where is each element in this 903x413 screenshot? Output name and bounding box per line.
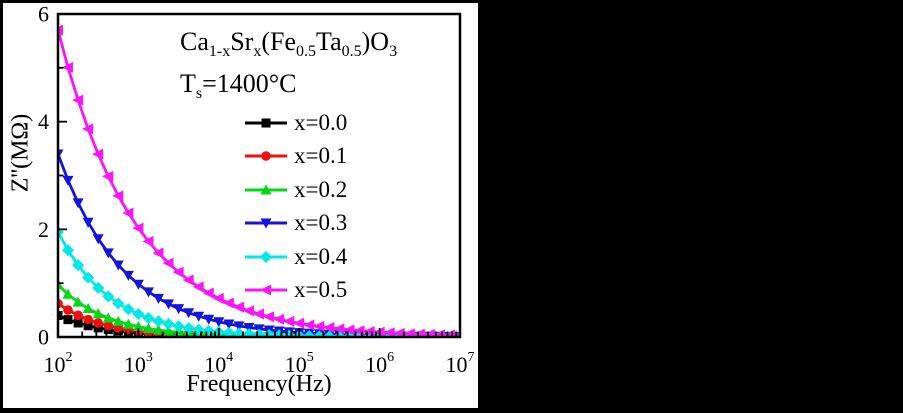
x-tick-label: 105: [285, 350, 314, 377]
legend-marker-shape: [260, 250, 272, 263]
x-tick-label: 104: [204, 350, 233, 377]
legend-marker-shape: [261, 151, 271, 162]
legend-marker-circle-icon: [245, 151, 287, 162]
legend-marker-shape: [261, 118, 271, 128]
chart-title-sintering-temp: Ts=1400°C: [180, 69, 297, 103]
legend: x=0.0 x=0.1 x=0.2 x=0.3 x=0.4 x=0.5: [245, 106, 347, 307]
y-axis-label: Z''(MΩ): [7, 113, 34, 193]
title-subscript: 3: [389, 43, 398, 61]
legend-item-x-0.1: x=0.1: [245, 140, 347, 174]
title-subscript: 0.5: [296, 43, 317, 61]
chart-title-formula: Ca1-xSrx(Fe0.5Ta0.5)O3: [180, 27, 398, 61]
legend-item-x-0.0: x=0.0: [245, 106, 347, 140]
legend-label: x=0.0: [294, 109, 348, 135]
x-axis-label: Frequency(Hz): [186, 371, 332, 397]
y-tick-label: 0: [38, 325, 49, 350]
series-x-0.5: [58, 24, 460, 337]
legend-marker-triangle-left-icon: [245, 284, 287, 296]
legend-item-x-0.3: x=0.3: [245, 207, 347, 241]
x-tick-label: 102: [44, 350, 73, 377]
y-tick-label: 2: [38, 217, 49, 242]
chart-panel: 102 103 104 105 106 107 0 2 4 6 Ca1-xSrx(Fe0.5Ta0…: [3, 3, 478, 408]
legend-label: x=0.1: [294, 143, 348, 169]
title-subscript: 0.5: [341, 43, 362, 61]
title-subscript: s: [195, 85, 203, 103]
title-subscript: x: [253, 43, 262, 61]
y-tick-label: 6: [38, 3, 49, 27]
title-text: T: [180, 69, 196, 98]
x-axis-ticks: [57, 328, 461, 337]
legend-marker-shape: [260, 184, 272, 195]
x-tick-label: 107: [446, 350, 475, 377]
legend-item-x-0.5: x=0.5: [245, 274, 347, 308]
legend-marker-shape: [260, 218, 272, 229]
title-subscript: 1-x: [208, 43, 231, 61]
impedance-plot: 102 103 104 105 106 107 0 2 4 6: [38, 3, 475, 377]
title-text: Ca: [180, 27, 209, 56]
legend-marker-shape: [260, 284, 271, 296]
legend-label: x=0.5: [294, 277, 348, 303]
title-text: (Fe: [261, 27, 297, 56]
y-axis-ticks: 0 2 4 6: [38, 3, 67, 350]
legend-item-x-0.4: x=0.4: [245, 240, 347, 274]
x-tick-label: 106: [365, 350, 394, 377]
legend-label: x=0.2: [294, 176, 348, 202]
legend-label: x=0.4: [294, 243, 348, 269]
legend-marker-square-icon: [245, 118, 287, 128]
title-text: =1400°C: [202, 69, 297, 98]
legend-marker-triangle-up-icon: [245, 184, 287, 195]
title-text: Ta: [316, 27, 342, 56]
legend-label: x=0.3: [294, 210, 348, 236]
title-text: )O: [361, 27, 390, 56]
x-tick-label: 103: [124, 350, 153, 377]
y-tick-label: 4: [38, 109, 49, 134]
legend-marker-triangle-down-icon: [245, 218, 287, 229]
legend-marker-diamond-icon: [245, 250, 287, 263]
title-text: Sr: [230, 27, 254, 56]
legend-item-x-0.2: x=0.2: [245, 173, 347, 207]
